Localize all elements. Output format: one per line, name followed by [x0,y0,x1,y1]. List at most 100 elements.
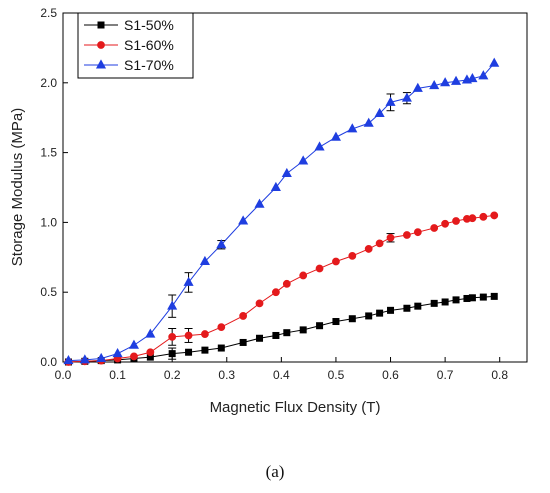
x-tick-label: 0.2 [164,368,181,382]
legend-label: S1-60% [124,37,174,53]
data-point [489,57,500,67]
data-point [254,198,265,208]
series-S1-50% [64,292,498,366]
data-point [184,331,193,340]
y-tick-label: 2.0 [40,76,57,90]
legend-marker [97,21,105,29]
data-point [412,82,423,92]
legend-item: S1-50% [84,17,174,33]
data-point [239,312,248,320]
data-point [332,257,340,266]
data-point [217,323,226,332]
data-point [414,302,422,310]
data-point [256,334,264,342]
data-point [441,219,450,228]
x-tick-label: 0.1 [109,368,126,382]
x-tick-label: 0.3 [218,368,235,382]
data-point [299,271,308,280]
data-point [479,212,488,221]
series-S1-70% [63,57,500,365]
data-point [130,352,138,361]
data-point [386,233,395,242]
data-point [348,315,356,323]
data-point [452,296,460,304]
x-axis: 0.0 0.1 0.2 0.3 0.4 0.5 0.6 0.7 0.8 [55,357,508,382]
legend: S1-50% S1-60% S1-70% [77,12,194,79]
data-point [413,228,422,237]
data-point [199,255,210,265]
data-point [255,299,264,308]
data-point [441,298,449,306]
data-point [282,279,291,288]
data-point [374,107,385,118]
plot-frame [62,12,528,363]
data-point [314,141,325,151]
series-line [68,295,495,363]
data-point [490,211,499,220]
legend-item: S1-60% [84,37,174,53]
data-point [364,245,373,253]
data-point [440,77,451,87]
legend-item: S1-70% [84,57,174,73]
data-point [403,304,411,312]
data-point [168,332,177,341]
data-point [452,217,460,225]
data-point [272,331,280,339]
x-tick-label: 0.8 [491,368,508,382]
data-point [430,224,439,232]
y-tick-label: 0.0 [40,355,57,369]
data-point [375,239,384,248]
data-point [450,75,462,85]
y-tick-label: 1.5 [40,146,57,160]
data-point [216,239,227,249]
data-point [385,96,396,106]
data-point [468,214,477,223]
x-tick-label: 0.4 [273,368,290,382]
data-point [401,92,412,102]
data-point [490,292,498,300]
data-point [168,350,176,358]
data-point [239,338,247,346]
data-point [79,354,90,364]
data-point [363,117,374,127]
x-tick-label: 0.6 [382,368,399,382]
y-axis-title: Storage Modulus (MPa) [9,108,26,266]
data-point [238,215,249,225]
data-point [387,306,395,314]
x-tick-label: 0.0 [55,368,72,382]
data-point [348,252,357,260]
data-point [183,276,194,286]
data-point [479,293,487,301]
data-point [201,346,209,354]
legend-label: S1-70% [124,57,174,73]
data-point [167,300,178,310]
data-point [185,348,193,356]
series-S1-60% [64,211,499,366]
data-point [217,344,225,352]
y-tick-label: 1.0 [40,215,57,229]
legend-marker [97,41,105,49]
data-point [376,309,384,317]
data-point [430,299,438,307]
data-point [298,155,309,165]
data-point [146,348,155,357]
series-line [68,62,495,362]
data-point [347,123,358,133]
data-point [315,264,324,273]
y-axis: 0.0 0.5 1.0 1.5 2.0 2.5 [40,6,68,369]
data-point [467,72,478,83]
data-point [429,79,440,90]
data-point [468,294,476,302]
data-point [145,328,156,338]
data-point [365,312,373,320]
panel-label: (a) [266,462,285,481]
data-point [128,339,140,349]
x-tick-label: 0.5 [328,368,345,382]
y-tick-label: 0.5 [40,285,57,299]
legend-marker [95,59,107,69]
data-point [201,330,209,338]
data-point [316,322,324,330]
data-point [270,181,281,191]
data-point [112,347,123,358]
